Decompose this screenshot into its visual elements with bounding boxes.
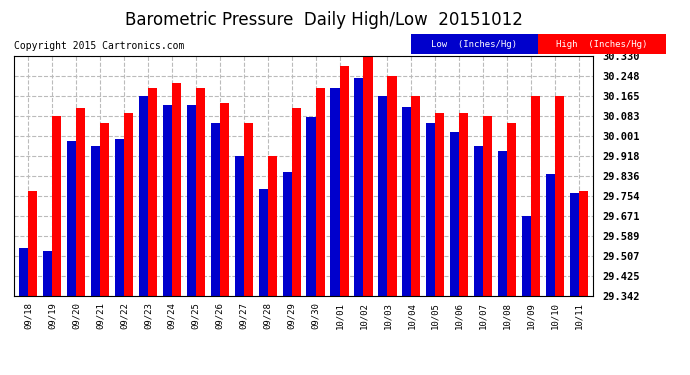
Bar — [52, 116, 61, 296]
Bar — [235, 156, 244, 296]
Bar — [411, 96, 420, 296]
Bar — [339, 66, 348, 296]
Bar — [67, 141, 76, 296]
Bar — [124, 113, 133, 296]
Bar — [355, 78, 364, 296]
Bar — [163, 105, 172, 296]
Bar — [387, 76, 397, 296]
Text: Barometric Pressure  Daily High/Low  20151012: Barometric Pressure Daily High/Low 20151… — [126, 11, 523, 29]
Bar — [292, 108, 301, 296]
Bar — [19, 248, 28, 296]
Bar — [196, 88, 205, 296]
Bar — [91, 146, 100, 296]
Bar — [331, 88, 339, 296]
Bar — [483, 116, 493, 296]
Bar — [546, 174, 555, 296]
Bar — [306, 117, 315, 296]
Bar — [378, 96, 387, 296]
Bar — [220, 103, 229, 296]
Bar — [579, 191, 588, 296]
Bar — [76, 108, 85, 296]
Bar — [555, 96, 564, 296]
Bar — [364, 53, 373, 296]
Bar — [531, 96, 540, 296]
Bar — [570, 194, 579, 296]
Bar — [139, 96, 148, 296]
Text: Low  (Inches/Hg): Low (Inches/Hg) — [431, 40, 518, 49]
Bar — [435, 113, 444, 296]
Bar — [148, 88, 157, 296]
Bar — [402, 107, 411, 296]
Bar — [244, 123, 253, 296]
Bar — [450, 132, 460, 296]
Bar — [282, 172, 292, 296]
Bar — [210, 123, 220, 296]
Bar — [460, 113, 469, 296]
Bar — [426, 123, 435, 296]
Bar — [100, 123, 109, 296]
Bar — [43, 251, 52, 296]
Bar — [474, 146, 483, 296]
Text: Copyright 2015 Cartronics.com: Copyright 2015 Cartronics.com — [14, 41, 184, 51]
Bar — [28, 191, 37, 296]
Bar — [522, 216, 531, 296]
Bar — [115, 139, 124, 296]
Bar — [498, 151, 507, 296]
Bar — [268, 156, 277, 296]
Bar — [187, 105, 196, 296]
Bar — [172, 84, 181, 296]
Text: High  (Inches/Hg): High (Inches/Hg) — [556, 40, 648, 49]
Bar — [259, 189, 268, 296]
Bar — [507, 123, 516, 296]
Bar — [315, 88, 325, 296]
